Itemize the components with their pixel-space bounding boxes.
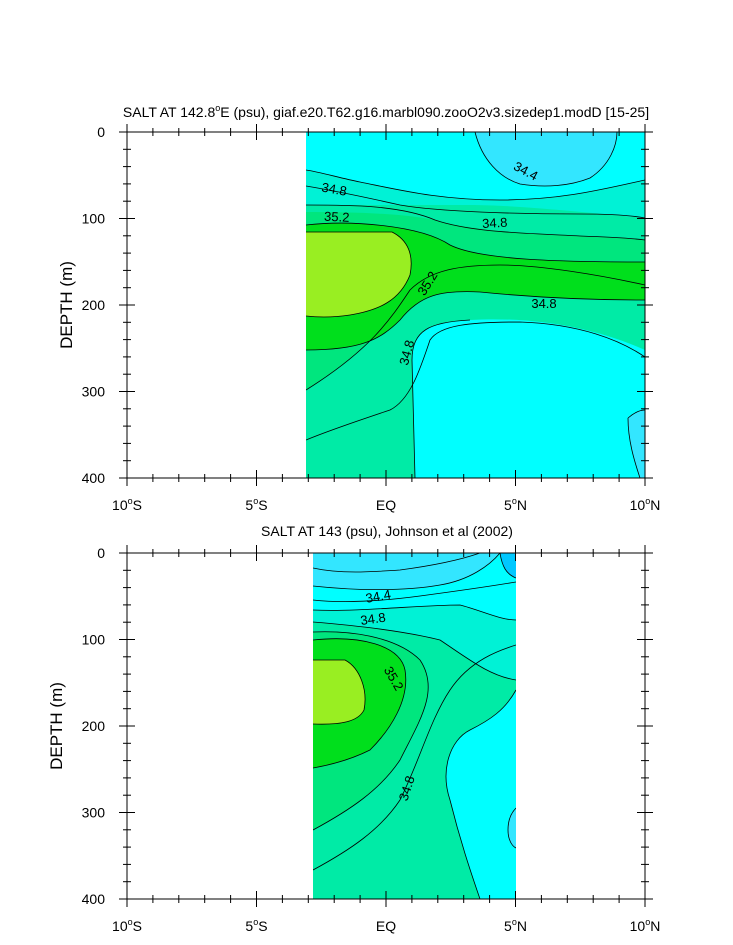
- contour-label-text: 34.8: [320, 180, 348, 199]
- contour-line: [306, 204, 645, 241]
- y-tick-label: 400: [82, 470, 106, 486]
- contour-line: [313, 553, 481, 573]
- filled-contour-band: [628, 410, 645, 478]
- contour-line: [313, 604, 516, 621]
- x-tick-label: 10oN: [630, 917, 661, 934]
- axes-panel-1: 0 100 200 300 400 10oS 5oS EQ 5oN 10oN: [82, 124, 661, 513]
- filled-contour-band: [446, 690, 516, 899]
- filled-contour-band: [313, 660, 366, 725]
- contour-line: [306, 169, 645, 201]
- contour-line: [306, 222, 645, 263]
- filled-contour-band: [475, 132, 617, 186]
- filled-contour-band: [313, 553, 500, 590]
- contour-label: 34.8: [359, 610, 386, 628]
- contour-line: [306, 185, 645, 219]
- x-tick-label: 10oS: [112, 917, 142, 934]
- y-tick-label: 300: [82, 384, 106, 400]
- panel-1-model: SALT AT 142.8oE (psu), giaf.e20.T62.g16.…: [57, 103, 660, 513]
- filled-contour-band: [306, 232, 412, 317]
- contour-label: 34.8: [396, 338, 417, 366]
- x-tick-label: 5oN: [504, 496, 527, 513]
- contour-line: [627, 409, 645, 419]
- contour-line: [313, 644, 516, 871]
- contour-label-text: 34.8: [359, 610, 386, 628]
- contour-line: [313, 631, 429, 831]
- x-tick-label: EQ: [376, 497, 396, 513]
- x-tick-label: 5oS: [245, 496, 267, 513]
- x-tick-label: 10oN: [630, 496, 661, 513]
- contour-line: [313, 659, 366, 725]
- contour-line: [313, 621, 516, 681]
- y-tick-label: 300: [82, 805, 106, 821]
- contour-label: 34.8: [396, 774, 418, 803]
- contour-label-text: 35.2: [324, 209, 350, 225]
- contour-line: [313, 581, 516, 603]
- y-tick-label: 100: [82, 211, 106, 227]
- contour-label: 34.8: [482, 215, 508, 231]
- y-axis-label: DEPTH (m): [47, 682, 66, 770]
- contour-label-text: 34.8: [396, 338, 417, 366]
- y-tick-label: 400: [82, 891, 106, 907]
- contour-label-text: 34.4: [364, 587, 392, 606]
- panel-2-contour-field: 34.434.835.234.8: [313, 553, 516, 899]
- x-tick-label: EQ: [376, 918, 396, 934]
- contour-line: [306, 264, 645, 391]
- axes-panel-2: 0 100 200 300 400 10oS 5oS EQ 5oN 10oN: [82, 545, 661, 934]
- contour-label-text: 34.8: [396, 774, 418, 803]
- filled-contour-band: [412, 319, 645, 478]
- x-tick-label: 5oN: [504, 917, 527, 934]
- contour-line: [313, 553, 501, 591]
- contour-label: 34.4: [364, 587, 392, 606]
- contour-line: [627, 417, 641, 478]
- panel-1-title: SALT AT 142.8oE (psu), giaf.e20.T62.g16.…: [123, 103, 649, 120]
- contour-labels-panel-1: 34.434.834.835.235.234.834.8: [320, 158, 556, 366]
- contour-line: [306, 321, 645, 441]
- y-tick-label: 0: [97, 124, 105, 140]
- contour-line: [306, 231, 412, 318]
- contour-label-text: 34.8: [531, 296, 556, 311]
- contour-line: [507, 807, 516, 849]
- y-tick-label: 0: [97, 545, 105, 561]
- contour-line: [411, 319, 471, 478]
- y-tick-label: 100: [82, 632, 106, 648]
- contour-label-text: 34.8: [482, 215, 508, 231]
- x-tick-label: 5oS: [245, 917, 267, 934]
- y-tick-label: 200: [82, 718, 106, 734]
- contour-label: 35.2: [324, 209, 350, 225]
- panel-2-title: SALT AT 143 (psu), Johnson et al (2002): [261, 523, 513, 539]
- y-axis-label: DEPTH (m): [57, 261, 76, 349]
- contour-line: [306, 291, 645, 351]
- panel-1-contour-field: 34.434.834.835.235.234.834.8: [306, 132, 645, 478]
- contour-label: 34.8: [320, 180, 348, 199]
- contour-label: 34.8: [531, 296, 556, 311]
- contour-line: [445, 689, 516, 899]
- contour-line: [499, 553, 516, 579]
- x-tick-label: 10oS: [112, 496, 142, 513]
- y-tick-label: 200: [82, 297, 106, 313]
- contour-labels-panel-2: 34.434.835.234.8: [359, 587, 417, 803]
- contour-line: [313, 638, 407, 769]
- panel-2-observed: SALT AT 143 (psu), Johnson et al (2002): [47, 523, 660, 934]
- filled-contour-band: [500, 553, 516, 578]
- contour-line: [474, 132, 618, 187]
